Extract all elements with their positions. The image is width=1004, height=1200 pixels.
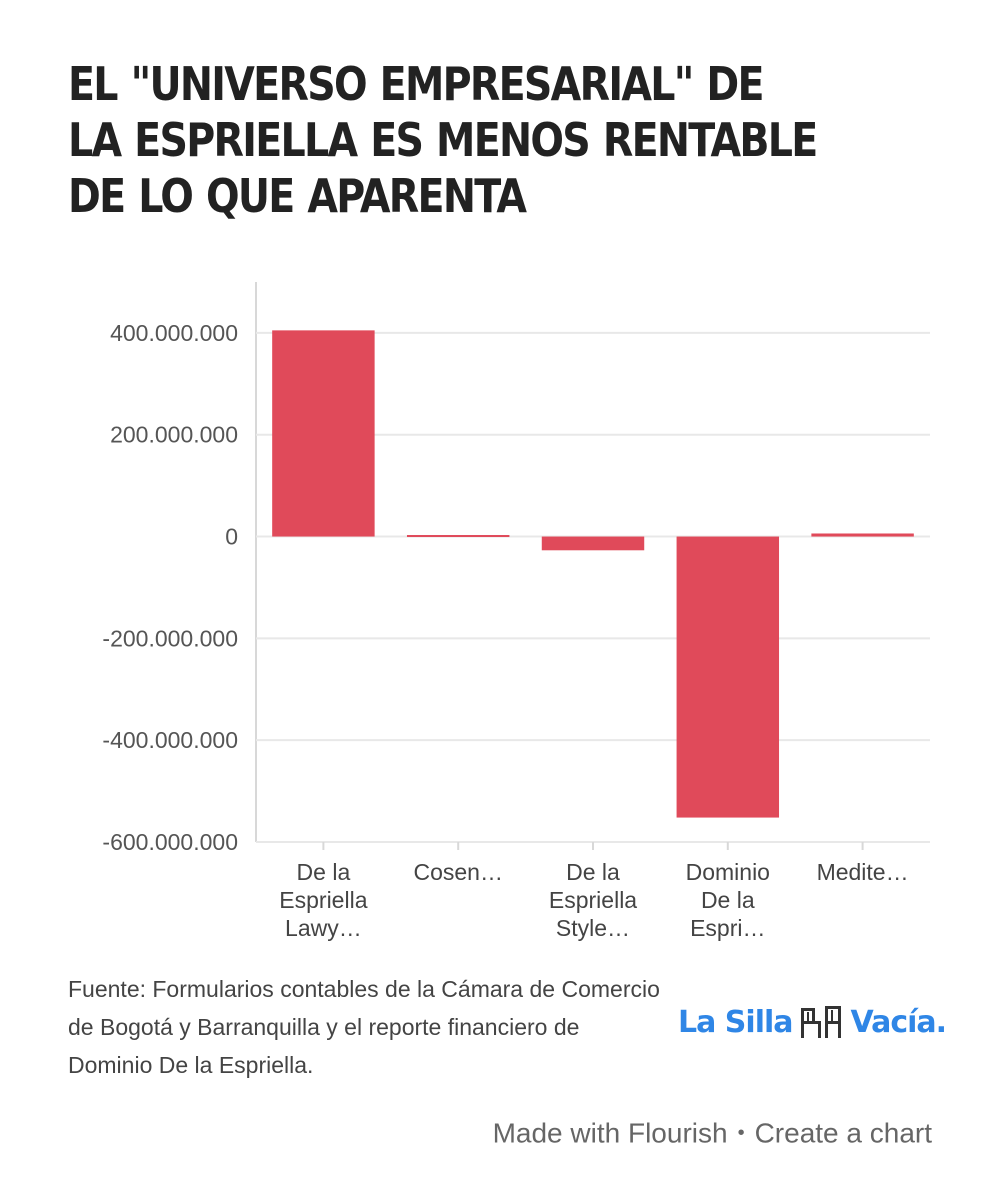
- bar-chart: 400.000.000 200.000.000 0 -200.000.000 -400.…: [102, 282, 930, 941]
- bar: [541, 536, 645, 551]
- source-note: Fuente: Formularios contables de la Cáma…: [68, 976, 660, 1078]
- flourish-footer: Made with Flourish • Create a chart: [493, 1116, 932, 1150]
- chart-title: EL "UNIVERSO EMPRESARIAL" DE LA ESPRIELL…: [68, 57, 818, 223]
- y-tick-label: 400.000.000: [110, 320, 238, 346]
- logo-text-right: Vacía.: [850, 1004, 948, 1040]
- x-tick-label: De la Espriella Lawy…: [279, 859, 367, 941]
- y-tick-label: 0: [225, 524, 238, 550]
- footer-separator: •: [737, 1122, 745, 1145]
- y-tick-label: -400.000.000: [102, 727, 238, 753]
- logo-text-left: La Silla: [678, 1004, 794, 1040]
- x-tick-label: Medite…: [817, 859, 909, 885]
- x-tick-label: Cosen…: [413, 859, 502, 885]
- bar: [272, 330, 375, 537]
- x-tick-label: De la Espriella Style…: [549, 859, 637, 941]
- la-silla-vacia-logo: La Silla Vacía.: [678, 1002, 948, 1042]
- made-with-flourish-link[interactable]: Made with Flourish: [492, 1117, 728, 1149]
- create-chart-link[interactable]: Create a chart: [754, 1117, 932, 1149]
- chairs-icon: [800, 1006, 841, 1038]
- bar: [676, 536, 780, 818]
- x-tick-label: Dominio De la Espri…: [686, 859, 770, 941]
- bars: [272, 330, 914, 818]
- bar: [406, 535, 510, 538]
- y-tick-label: 200.000.000: [110, 422, 238, 448]
- bar: [811, 533, 914, 537]
- y-axis-ticks: 400.000.000 200.000.000 0 -200.000.000 -400.…: [102, 320, 238, 855]
- x-axis-labels: De la Espriella Lawy… Cosen… De la Espriella S…: [279, 842, 909, 941]
- y-tick-label: -600.000.000: [102, 829, 238, 855]
- y-tick-label: -200.000.000: [102, 625, 238, 651]
